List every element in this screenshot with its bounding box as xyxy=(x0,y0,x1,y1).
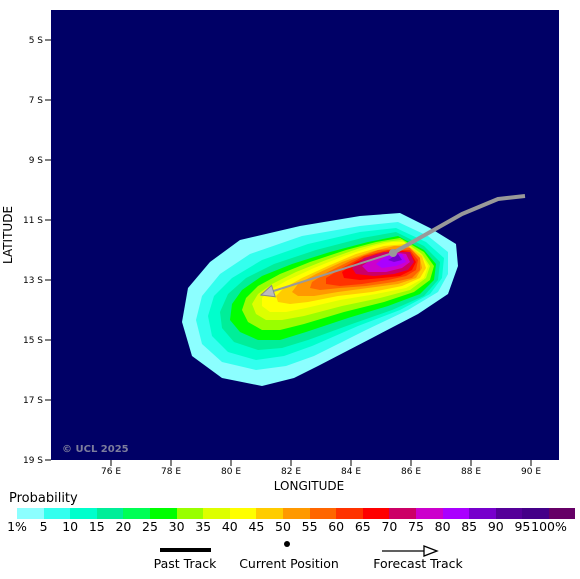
colorbar-label: 100% xyxy=(531,519,567,534)
lon-tick-label: 76 E xyxy=(101,467,121,477)
colorbar-swatch xyxy=(123,508,150,519)
colorbar-label: 10 xyxy=(62,519,79,534)
lon-tick-86e: 86 E xyxy=(401,460,421,477)
forecast-track-arrow-swatch xyxy=(382,545,439,557)
lat-tick-11s: 11 S xyxy=(23,216,51,226)
colorbar-label: 55 xyxy=(301,519,318,534)
lon-tick-label: 78 E xyxy=(161,467,181,477)
past-track-label: Past Track xyxy=(153,556,217,571)
colorbar-swatch xyxy=(176,508,204,519)
colorbar-swatch xyxy=(362,508,390,519)
lat-tick-label: 9 S xyxy=(29,156,44,166)
colorbar-swatch xyxy=(70,508,97,519)
lon-tick-84e: 84 E xyxy=(341,460,361,477)
lat-tick-5s: 5 S xyxy=(29,36,51,46)
colorbar-label: 85 xyxy=(461,519,478,534)
past-track-line xyxy=(392,194,526,255)
lat-tick-label: 17 S xyxy=(23,396,43,406)
y-axis-label: LATITUDE xyxy=(1,206,15,264)
colorbar-swatch xyxy=(389,508,416,519)
colorbar-swatch xyxy=(203,508,230,519)
lon-tick-group: 76 E 78 E 80 E 82 E 84 E 86 E 88 E 90 E xyxy=(101,460,541,477)
colorbar-swatch xyxy=(256,508,283,519)
colorbar-swatch xyxy=(336,508,363,519)
colorbar-label: 90 xyxy=(487,519,504,534)
colorbar-label: 65 xyxy=(354,519,371,534)
x-axis-label: LONGITUDE xyxy=(274,479,344,490)
colorbar-label: 60 xyxy=(328,519,345,534)
colorbar-swatch xyxy=(495,508,523,519)
lon-tick-label: 88 E xyxy=(461,467,481,477)
lon-tick-90e: 90 E xyxy=(521,460,541,477)
lat-tick-7s: 7 S xyxy=(29,96,51,106)
lat-tick-13s: 13 S xyxy=(23,276,51,286)
lon-tick-82e: 82 E xyxy=(281,460,301,477)
colorbar-label: 30 xyxy=(168,519,185,534)
forecast-track-line xyxy=(260,252,394,296)
colorbar-swatch xyxy=(469,508,496,519)
colorbar-label: 15 xyxy=(88,519,105,534)
colorbar-label: 1% xyxy=(7,519,27,534)
colorbar-swatch xyxy=(442,508,470,519)
colorbar-label: 5 xyxy=(39,519,48,534)
probability-swath xyxy=(182,213,458,386)
lat-tick-17s: 17 S xyxy=(23,396,51,406)
copyright-watermark: © UCL 2025 xyxy=(62,444,129,455)
current-position-label: Current Position xyxy=(239,556,339,571)
current-position-dot xyxy=(389,249,397,257)
lon-tick-label: 90 E xyxy=(521,467,541,477)
colorbar-label: 45 xyxy=(248,519,265,534)
forecast-arrowhead xyxy=(259,284,276,298)
colorbar-swatch xyxy=(17,508,44,519)
lon-tick-label: 82 E xyxy=(281,467,301,477)
legend-title: Probability xyxy=(9,491,78,506)
past-track-line-swatch xyxy=(160,548,211,552)
colorbar-label: 35 xyxy=(195,519,212,534)
colorbar-swatch xyxy=(415,508,443,519)
colorbar-swatch xyxy=(522,508,549,519)
probability-labels: 1% 5 10 15 20 25 30 35 40 45 50 55 60 65 70 75 80 85 90 95 1… xyxy=(0,519,580,535)
prob-band-85 xyxy=(388,254,402,262)
lon-tick-80e: 80 E xyxy=(221,460,241,477)
colorbar-label: 95 xyxy=(514,519,531,534)
forecast-track-label: Forecast Track xyxy=(373,556,463,571)
colorbar-label: 20 xyxy=(115,519,132,534)
colorbar-label: 40 xyxy=(221,519,238,534)
lon-tick-label: 86 E xyxy=(401,467,421,477)
lat-tick-15s: 15 S xyxy=(23,336,51,346)
colorbar-swatch xyxy=(548,508,576,519)
colorbar-swatch xyxy=(282,508,310,519)
colorbar-swatch xyxy=(309,508,337,519)
colorbar-label: 70 xyxy=(381,519,398,534)
lat-tick-label: 5 S xyxy=(29,36,44,46)
lon-tick-78e: 78 E xyxy=(161,460,181,477)
lat-tick-19s: 19 S xyxy=(23,456,51,466)
lat-tick-label: 13 S xyxy=(23,276,43,286)
colorbar-swatch xyxy=(149,508,177,519)
track-map: 5 S 7 S 9 S 11 S 13 S 15 S 17 S 19 S 76 … xyxy=(1,10,559,490)
colorbar-swatch xyxy=(96,508,124,519)
lon-tick-88e: 88 E xyxy=(461,460,481,477)
lat-tick-group: 5 S 7 S 9 S 11 S 13 S 15 S 17 S 19 S xyxy=(23,36,51,466)
lat-tick-label: 15 S xyxy=(23,336,43,346)
probability-colorbar xyxy=(17,508,576,519)
colorbar-label: 80 xyxy=(434,519,451,534)
colorbar-label: 25 xyxy=(142,519,158,534)
lat-tick-label: 11 S xyxy=(23,216,43,226)
lon-tick-label: 84 E xyxy=(341,467,361,477)
colorbar-label: 50 xyxy=(275,519,291,534)
storm-track xyxy=(259,194,526,298)
lon-tick-label: 80 E xyxy=(221,467,241,477)
lat-tick-label: 19 S xyxy=(23,456,43,466)
colorbar-swatch xyxy=(43,508,71,519)
colorbar-swatch xyxy=(229,508,257,519)
current-position-dot-swatch xyxy=(284,541,290,547)
colorbar-label: 75 xyxy=(408,519,424,534)
lon-tick-76e: 76 E xyxy=(101,460,121,477)
lat-tick-9s: 9 S xyxy=(29,156,51,166)
lat-tick-label: 7 S xyxy=(29,96,44,106)
